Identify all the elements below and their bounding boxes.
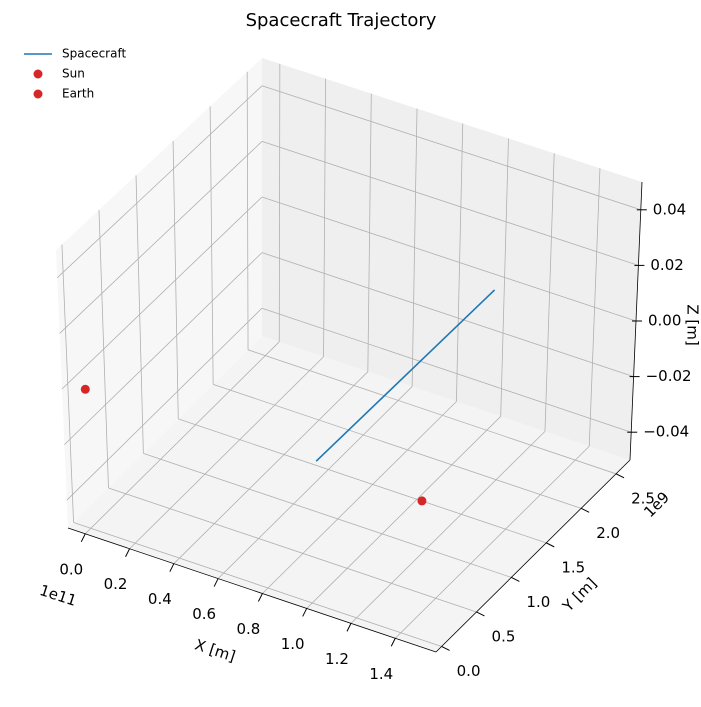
- grid-line: [247, 349, 617, 475]
- trajectory-line: [315, 289, 496, 462]
- z-axis: [629, 181, 643, 461]
- x-tick: [169, 563, 175, 572]
- x-tick-label: 0.2: [104, 575, 128, 593]
- x-tick: [390, 638, 396, 647]
- z-tick-label: −0.02: [646, 367, 692, 385]
- y-tick: [476, 611, 485, 617]
- legend-swatch: [33, 69, 43, 79]
- z-tick-label: 0.00: [648, 312, 681, 330]
- x-tick-label: 1.2: [325, 650, 349, 668]
- y-tick: [580, 507, 590, 513]
- body-marker: [80, 384, 90, 394]
- x-tick-label: 1.4: [369, 665, 393, 683]
- y-tick-label: 0.0: [457, 662, 481, 680]
- grid-line: [59, 141, 263, 334]
- z-tick-label: 0.02: [650, 256, 683, 274]
- y-tick-label: 2.0: [596, 524, 620, 542]
- grid-line: [129, 356, 324, 550]
- grid-line: [143, 453, 512, 578]
- x-tick: [346, 623, 352, 632]
- y-axis: [435, 459, 631, 653]
- grid-line: [213, 383, 582, 509]
- grid-line: [61, 196, 263, 390]
- grid-line: [73, 522, 442, 647]
- y-tick: [441, 646, 450, 651]
- x-tick: [302, 608, 308, 617]
- grid-line: [108, 487, 477, 613]
- grid-line: [262, 401, 457, 594]
- grid-line: [66, 307, 263, 501]
- grid-line: [261, 196, 637, 322]
- x-tick-label: 1.0: [281, 635, 305, 653]
- grid-line: [261, 141, 639, 266]
- grid-line: [306, 416, 501, 609]
- x-tick: [257, 593, 263, 602]
- x-tick-label: 0.6: [192, 605, 216, 623]
- y-axis-label: Y [m]: [558, 574, 600, 616]
- legend-swatch: [33, 89, 43, 99]
- grid-line: [56, 85, 263, 279]
- grid-line: [178, 418, 547, 544]
- legend-label: Earth: [62, 87, 94, 101]
- x-offset: 1e11: [37, 581, 79, 610]
- z-axis-label: Z [m]: [684, 304, 701, 345]
- y-tick: [615, 473, 625, 479]
- y-tick-label: 2.5: [631, 489, 655, 507]
- x-tick-label: 0.8: [236, 620, 260, 638]
- grid-line: [217, 386, 413, 579]
- chart-title: Spacecraft Trajectory: [246, 10, 437, 31]
- grid-line: [394, 445, 590, 639]
- z-tick-label: 0.04: [653, 200, 686, 218]
- body-marker: [417, 496, 427, 506]
- y-tick-label: 1.0: [526, 593, 550, 611]
- x-tick-label: 0.0: [59, 560, 83, 578]
- grid-line: [64, 252, 263, 445]
- x-axis: [67, 527, 437, 653]
- grid-line: [173, 371, 369, 564]
- legend-label: Sun: [62, 67, 85, 81]
- y-tick-label: 1.5: [561, 558, 585, 576]
- grid-line: [261, 252, 634, 377]
- floor-pane: [68, 336, 630, 652]
- x-tick: [213, 578, 219, 587]
- grid-line: [261, 85, 641, 211]
- x-tick: [125, 548, 131, 557]
- z-tick-label: −0.04: [643, 423, 689, 441]
- x-axis-label: X [m]: [193, 636, 238, 666]
- y-tick: [511, 576, 520, 582]
- y-tick-label: 0.5: [492, 627, 516, 645]
- grid-line: [350, 431, 546, 624]
- y-tick: [546, 542, 555, 548]
- x-tick: [80, 533, 86, 543]
- x-tick-label: 0.4: [148, 590, 172, 608]
- grid-line: [261, 307, 632, 433]
- grid-line: [84, 341, 280, 535]
- legend-label: Spacecraft: [62, 47, 126, 61]
